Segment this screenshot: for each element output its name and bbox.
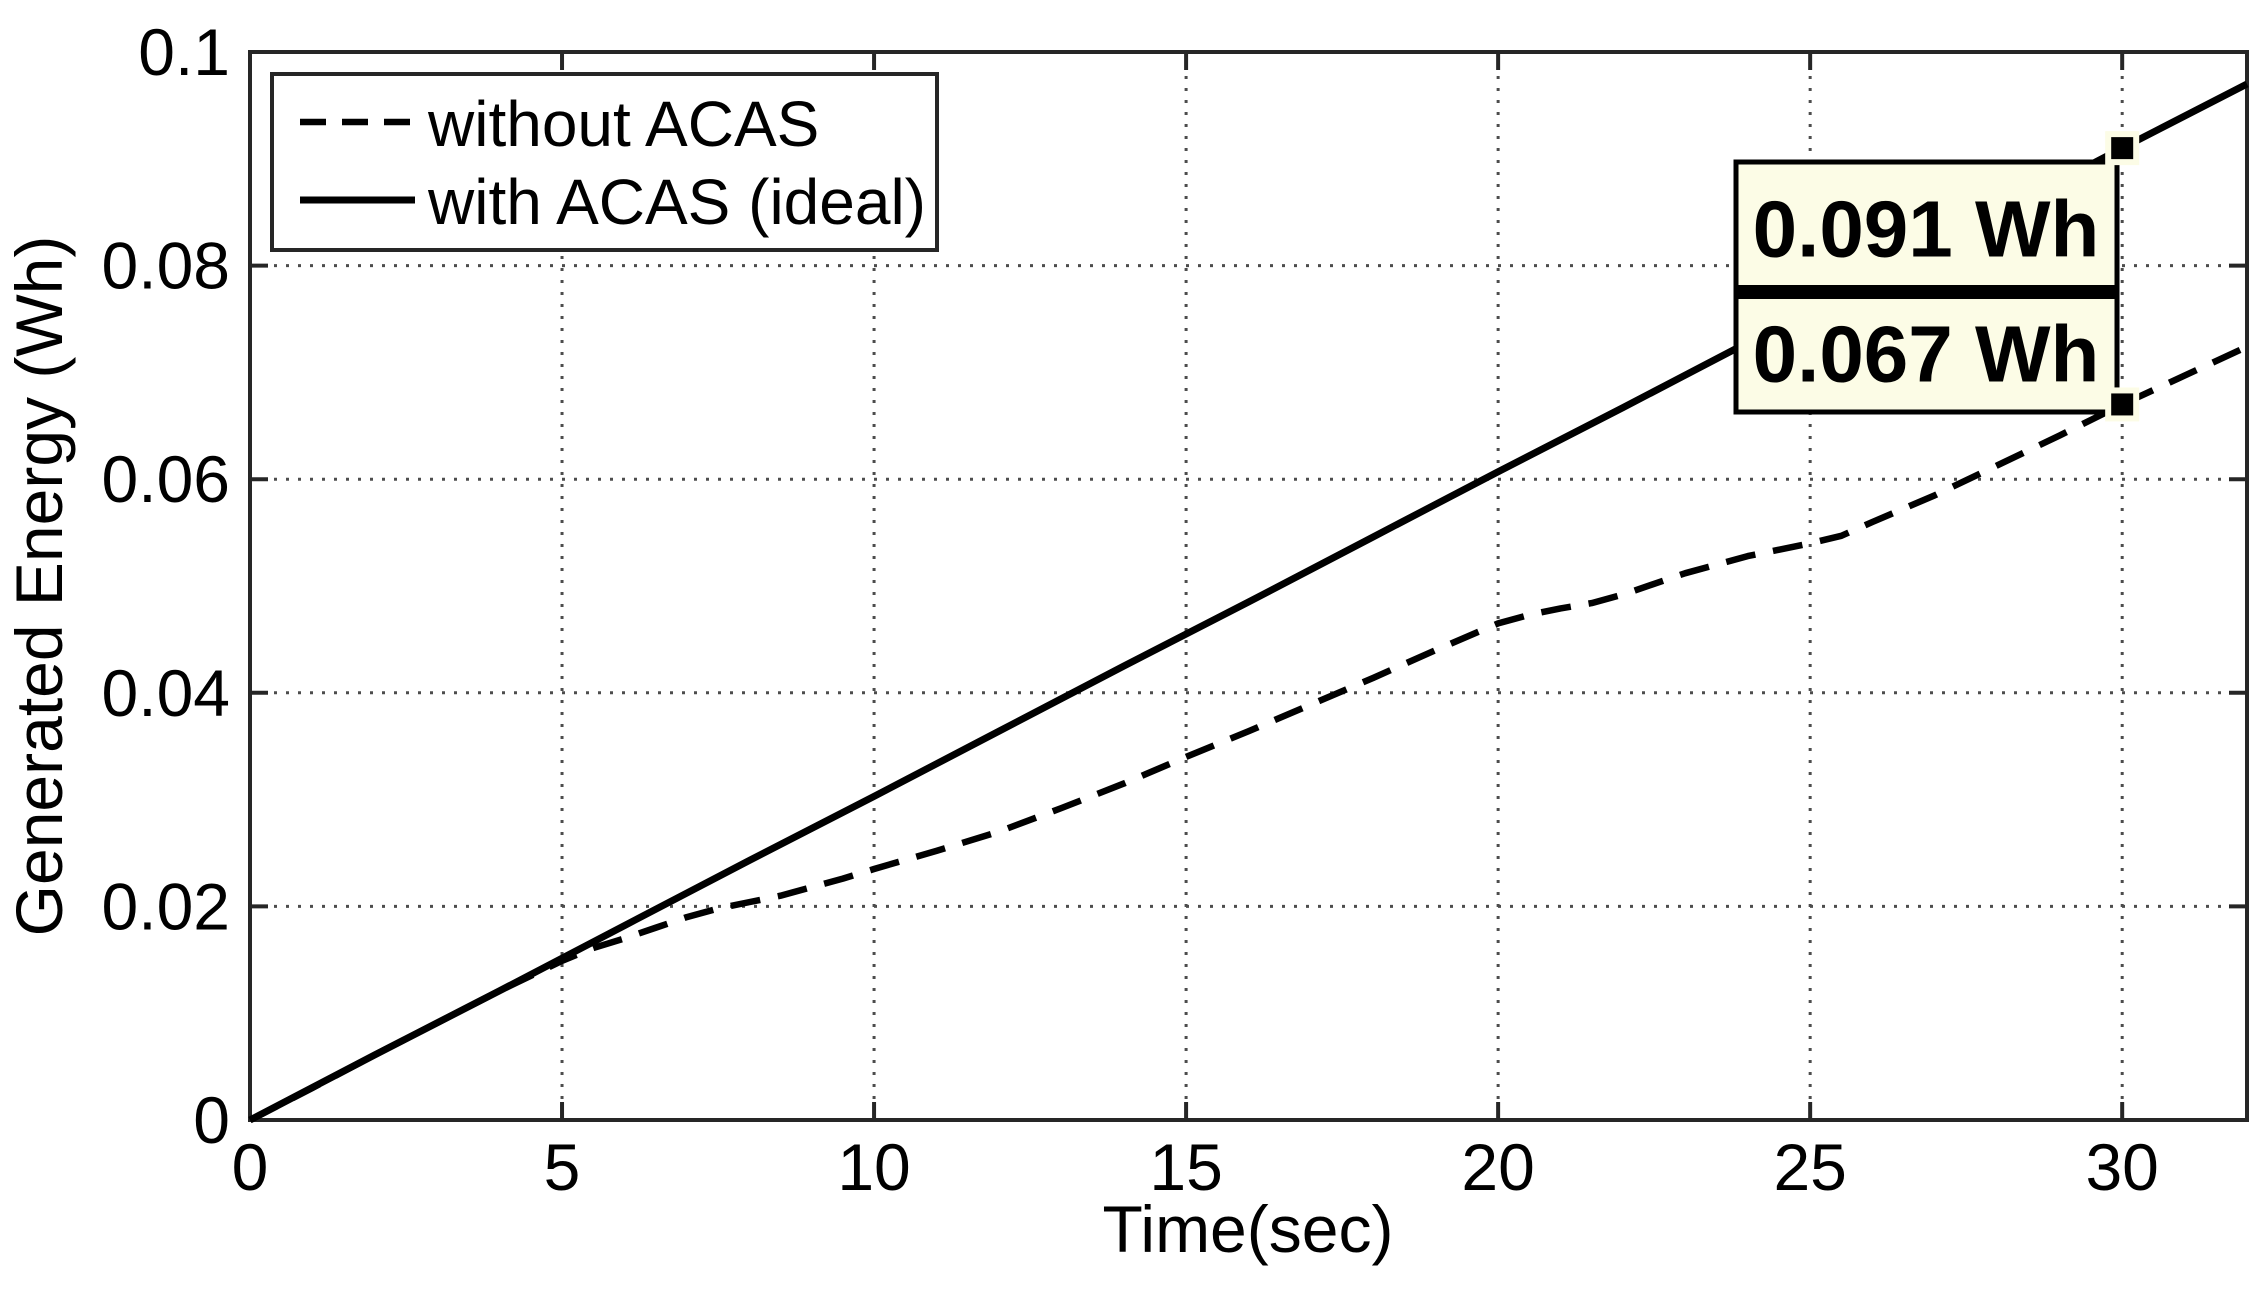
datatip-value-top: 0.091 Wh xyxy=(1753,185,2100,274)
legend[interactable]: without ACAS with ACAS (ideal) xyxy=(270,72,939,252)
x-tick-label: 25 xyxy=(1773,1130,1846,1204)
y-tick-label: 0 xyxy=(193,1083,230,1157)
grid-lines xyxy=(250,52,2247,1120)
x-tick-label: 30 xyxy=(2085,1130,2158,1204)
legend-item-with-acas: with ACAS (ideal) xyxy=(427,166,926,238)
datatip-divider xyxy=(1736,285,2117,299)
x-tick-label: 0 xyxy=(232,1130,269,1204)
datatip-boxes[interactable]: 0.091 Wh 0.067 Wh xyxy=(1733,159,2120,415)
x-tick-label: 5 xyxy=(544,1130,581,1204)
y-tick-label: 0.1 xyxy=(138,15,230,89)
datatip-box-top[interactable] xyxy=(1733,159,2120,295)
curve-without-acas xyxy=(248,343,2249,1123)
y-tick-label: 0.08 xyxy=(102,229,230,303)
legend-box xyxy=(270,72,939,252)
datatip-box-bottom[interactable] xyxy=(1733,289,2120,415)
plot-frame xyxy=(248,50,2249,1122)
y-axis-label: Generated Energy (Wh) xyxy=(2,236,76,937)
axis-ticks xyxy=(248,50,2247,1122)
x-tick-label: 15 xyxy=(1149,1130,1222,1204)
y-tick-label: 0.04 xyxy=(102,656,230,730)
datatip-value-bottom: 0.067 Wh xyxy=(1753,310,2100,399)
datatip-marker xyxy=(2105,387,2140,422)
x-axis-label: Time(sec) xyxy=(1103,1192,1394,1266)
datatip-markers xyxy=(2105,131,2140,422)
legend-item-without-acas: without ACAS xyxy=(427,88,819,160)
x-tick-label: 20 xyxy=(1461,1130,1534,1204)
x-tick-label: 10 xyxy=(837,1130,910,1204)
axis-tick-labels: 0 5 10 15 20 25 30 0 0.02 0.04 0.06 0.08 0.1 xyxy=(102,15,2159,1204)
y-tick-label: 0.02 xyxy=(102,869,230,943)
y-tick-label: 0.06 xyxy=(102,442,230,516)
datatip-marker xyxy=(2105,131,2140,166)
